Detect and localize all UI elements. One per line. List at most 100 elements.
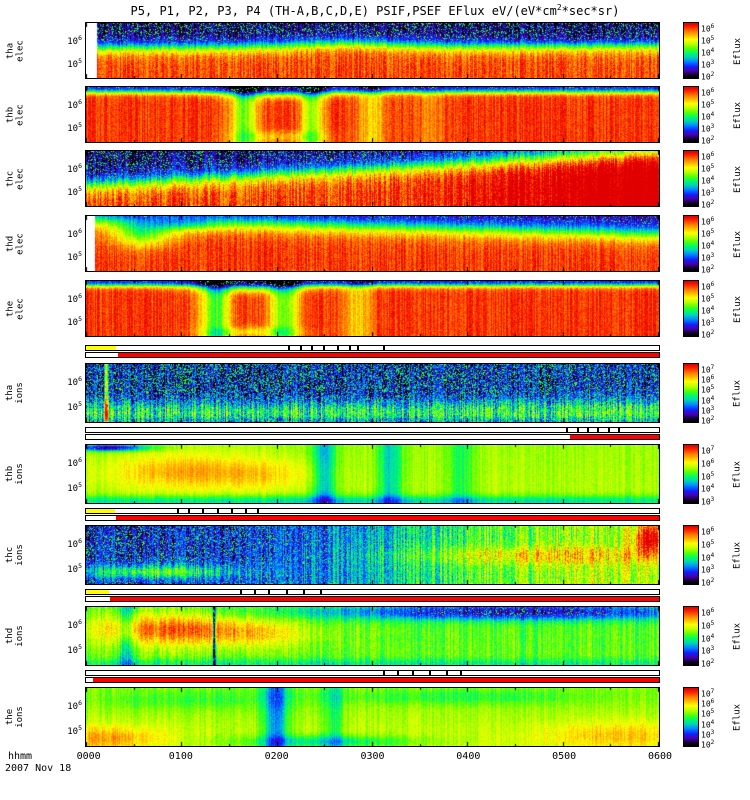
colorbar-tick-exponent: 6 xyxy=(710,374,715,382)
mode-bar-tick xyxy=(411,671,414,675)
colorbar-tick-label: 106 xyxy=(701,215,714,227)
panel-ylabel-thc-elec: thc elec xyxy=(5,150,27,207)
mode-bar-tick xyxy=(239,590,242,594)
mode-bar-tick xyxy=(302,590,305,594)
colorbar-canvas xyxy=(683,363,699,423)
mode-bar-tick xyxy=(566,428,569,432)
colorbar-canvas xyxy=(683,150,699,207)
probe-name: the xyxy=(5,300,15,317)
mode-bar-tick xyxy=(586,428,589,432)
y-tick-exponent: 6 xyxy=(78,161,82,170)
colorbar-axis-label: Eflux xyxy=(732,460,743,489)
y-tick-mantissa: 10 xyxy=(67,187,79,198)
colorbar-tick-mantissa: 10 xyxy=(701,24,711,34)
colorbar-tick-exponent: 2 xyxy=(710,658,715,665)
colorbar-tick-label: 102 xyxy=(701,738,714,750)
colorbar-tick-mantissa: 10 xyxy=(701,217,711,227)
colorbar-tick-label: 105 xyxy=(701,227,714,239)
colorbar-tick-label: 105 xyxy=(701,34,714,46)
colorbar-tick-mantissa: 10 xyxy=(701,730,711,740)
y-tick-mantissa: 10 xyxy=(67,459,79,470)
colorbar-tick-label: 107 xyxy=(701,363,714,375)
colorbar-tick-mantissa: 10 xyxy=(701,689,711,699)
date-label: 2007 Nov 18 xyxy=(5,763,72,774)
x-tick-label: 0100 xyxy=(168,751,193,762)
y-tick-mantissa: 10 xyxy=(67,123,79,134)
mode-bar-tick xyxy=(188,509,191,513)
colorbar-tick-exponent: 5 xyxy=(710,470,715,478)
y-tick-exponent: 5 xyxy=(78,480,82,489)
mode-bar-top xyxy=(85,345,660,351)
colorbar-tick-mantissa: 10 xyxy=(701,176,711,186)
colorbar-tick-label: 102 xyxy=(701,134,714,146)
colorbar-canvas xyxy=(683,22,699,79)
colorbar-tick-label: 103 xyxy=(701,495,714,507)
species-name: elec xyxy=(15,39,25,62)
plot-title: P5, P1, P2, P3, P4 (TH-A,B,C,D,E) PSIF,P… xyxy=(0,3,750,18)
colorbar-tick-mantissa: 10 xyxy=(701,484,711,494)
colorbar-tick-mantissa: 10 xyxy=(701,60,711,70)
mode-bar-red-segment xyxy=(110,597,659,601)
y-tick-mantissa: 10 xyxy=(67,59,79,70)
spectrogram-canvas-the-ions xyxy=(85,687,660,747)
colorbar-tick-label: 103 xyxy=(701,644,714,656)
colorbar-tick-label: 103 xyxy=(701,316,714,328)
mode-bar-red-segment xyxy=(570,435,659,439)
colorbar-tick-mantissa: 10 xyxy=(701,48,711,58)
colorbar-tick-mantissa: 10 xyxy=(701,446,711,456)
y-tick-exponent: 6 xyxy=(78,97,82,106)
colorbar-tick-exponent: 2 xyxy=(710,71,715,78)
mode-bar-tick xyxy=(428,671,431,675)
y-tick-mantissa: 10 xyxy=(67,252,79,263)
colorbar-tick-mantissa: 10 xyxy=(701,699,711,709)
x-tick-label: 0400 xyxy=(456,751,481,762)
mode-bar-tick xyxy=(397,671,400,675)
panel-ylabel-the-elec: the elec xyxy=(5,280,27,337)
colorbar-tick-exponent: 4 xyxy=(710,111,715,118)
panel-ylabel-the-ions: the ions xyxy=(5,687,27,747)
colorbar-tick-label: 107 xyxy=(701,444,714,456)
species-name: ions xyxy=(15,625,25,647)
colorbar-tick-mantissa: 10 xyxy=(701,188,711,198)
species-name: ions xyxy=(15,463,25,485)
y-tick-label: 106 xyxy=(38,374,82,389)
probe-name: thb xyxy=(5,106,15,123)
probe-name: thd xyxy=(5,235,15,252)
mode-bar-tick xyxy=(254,590,257,594)
colorbar-tick-exponent: 4 xyxy=(710,394,715,402)
spectrogram-canvas-tha-ions xyxy=(85,363,660,423)
colorbar-tick-mantissa: 10 xyxy=(701,88,711,98)
y-tick-label: 105 xyxy=(38,56,82,71)
colorbar-tick-label: 106 xyxy=(701,457,714,469)
mode-bar-tick xyxy=(319,590,322,594)
mode-bar-bottom xyxy=(85,596,660,602)
colorbar-tick-label: 105 xyxy=(701,538,714,550)
y-tick-label: 105 xyxy=(38,723,82,738)
colorbar-tick-label: 104 xyxy=(701,174,714,186)
colorbar-tick-mantissa: 10 xyxy=(701,294,711,304)
colorbar-tick-exponent: 3 xyxy=(710,59,715,66)
colorbar-tick-label: 107 xyxy=(701,687,714,699)
colorbar-canvas xyxy=(683,280,699,337)
y-tick-mantissa: 10 xyxy=(67,36,79,47)
mode-bar-tick xyxy=(202,509,205,513)
mode-bar-tick xyxy=(322,346,325,350)
y-tick-exponent: 6 xyxy=(78,226,82,235)
panel-the-ions: the ions 106 105 107 106 105 104 103 102 Eflux xyxy=(0,687,750,750)
y-tick-mantissa: 10 xyxy=(67,378,79,389)
colorbar-tick-label: 104 xyxy=(701,304,714,316)
y-tick-label: 105 xyxy=(38,249,82,264)
mode-bar-tick xyxy=(460,671,463,675)
probe-name: thc xyxy=(5,546,15,564)
colorbar-tick-mantissa: 10 xyxy=(701,578,711,588)
colorbar-tick-exponent: 6 xyxy=(710,87,715,94)
colorbar-tick-mantissa: 10 xyxy=(701,200,711,210)
mode-bar-tick xyxy=(576,428,579,432)
colorbar-axis-label: Eflux xyxy=(732,230,743,258)
x-tick-label: 0000 xyxy=(76,751,101,762)
y-tick-mantissa: 10 xyxy=(67,294,79,305)
mode-bar-strip xyxy=(0,345,750,358)
y-tick-label: 106 xyxy=(38,291,82,306)
y-tick-label: 106 xyxy=(38,226,82,241)
colorbar-tick-label: 104 xyxy=(701,551,714,563)
